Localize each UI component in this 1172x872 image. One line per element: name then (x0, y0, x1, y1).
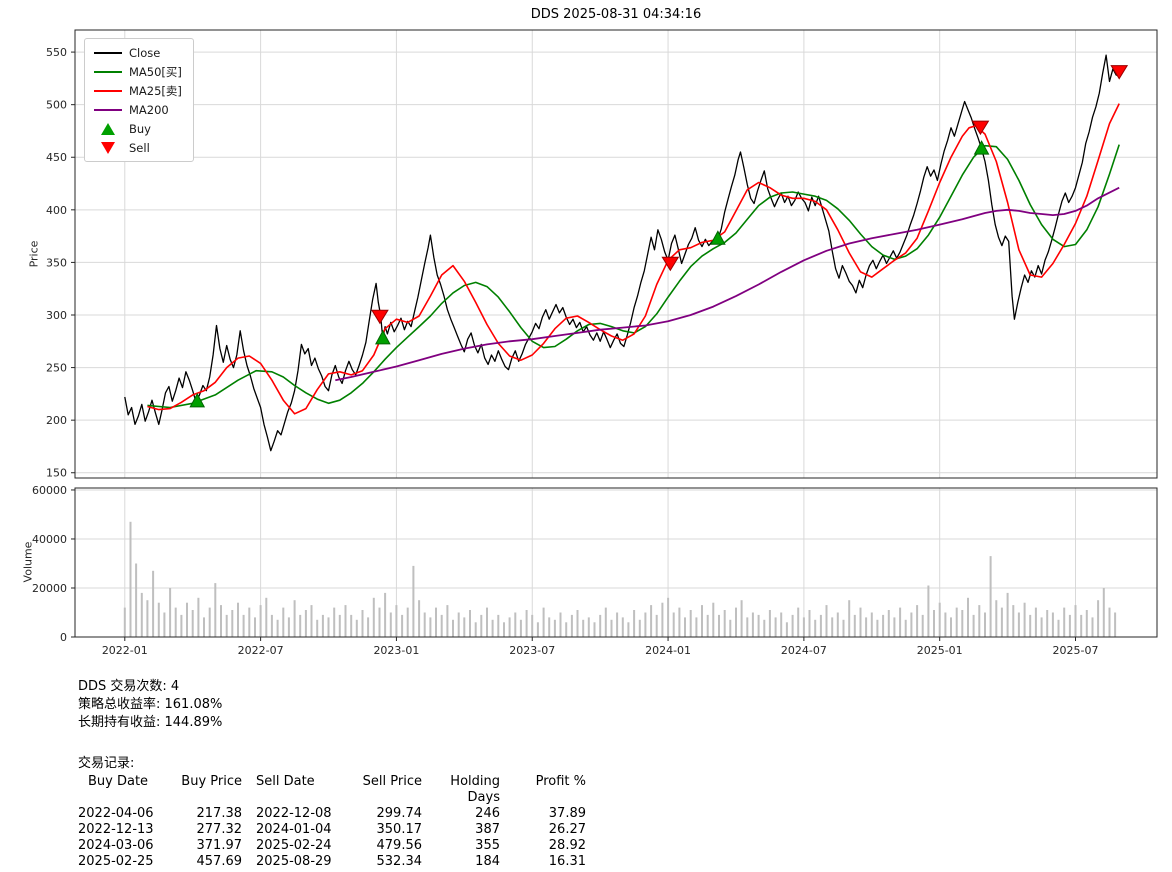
stats-block: DDS 交易次数: 4 策略总收益率: 161.08% 长期持有收益: 144.… (78, 678, 222, 732)
trade-cell: 277.32 (196, 822, 243, 837)
stat-hold-return: 长期持有收益: 144.89% (78, 715, 223, 730)
buy-marker (710, 230, 726, 245)
trade-cell: 37.89 (548, 806, 586, 821)
trade-col-header: Buy Price (181, 774, 242, 789)
trade-col-header: Sell Price (362, 774, 422, 789)
chart-title: DDS 2025-08-31 04:34:16 (530, 7, 702, 22)
legend: Close MA50[买] MA25[卖] MA200 Buy Sell (84, 38, 194, 162)
trade-cell: 299.74 (376, 806, 423, 821)
trade-col-header: Profit % (535, 774, 586, 789)
trade-cell: 371.97 (196, 838, 243, 853)
sell-marker (1110, 65, 1129, 80)
price-tick-label: 300 (46, 309, 67, 322)
price-tick-label: 150 (46, 467, 67, 480)
gridlines (75, 30, 1157, 638)
trade-cell: 2025-02-24 (256, 838, 332, 853)
volume-tick-label: 0 (60, 631, 67, 644)
trade-cell: 2025-02-25 (78, 854, 154, 869)
sell-marker-icon (94, 141, 122, 154)
trade-cell: 2024-01-04 (256, 822, 332, 837)
sell-marker (661, 256, 680, 272)
stat-trade-count: DDS 交易次数: 4 (78, 679, 180, 694)
legend-item-ma50: MA50[买] (94, 64, 182, 79)
sell-marker (371, 309, 389, 325)
stat-strategy-return: 策略总收益率: 161.08% (78, 697, 223, 712)
trade-cell: 2022-12-13 (78, 822, 154, 837)
date-tick-label: 2024-01 (645, 644, 691, 657)
axes: 150 200 250 300 350 400 450 500 550 0 20000 40000 60… (32, 29, 1158, 657)
date-tick-label: 2025-07 (1053, 644, 1099, 657)
date-tick-label: 2022-01 (102, 644, 148, 657)
volume-tick-label: 20000 (32, 582, 67, 595)
ma50-line (147, 144, 1120, 409)
date-tick-label: 2025-01 (917, 644, 963, 657)
volume-axis-label: Volume (21, 541, 35, 583)
legend-label-sell: Sell (129, 140, 150, 155)
price-tick-label: 200 (46, 414, 67, 427)
ma200-line-swatch (94, 108, 122, 111)
price-tick-label: 400 (46, 204, 67, 217)
ma25-line-swatch (94, 89, 122, 92)
price-volume-chart: 150 200 250 300 350 400 450 500 550 0 20000 40000 60… (32, 29, 1158, 657)
trade-cell: 2022-12-08 (256, 806, 332, 821)
trade-cell: 355 (475, 838, 500, 853)
trade-cell: 350.17 (376, 822, 423, 837)
legend-label-buy: Buy (129, 121, 151, 136)
price-tick-label: 500 (46, 99, 67, 112)
buy-marker-icon (94, 122, 122, 135)
buy-marker (375, 329, 391, 345)
buy-marker (189, 392, 206, 408)
trade-cell: 479.56 (376, 838, 423, 853)
trade-cell: 532.34 (376, 854, 423, 869)
trade-col-header: Sell Date (256, 774, 315, 789)
price-tick-label: 450 (46, 151, 67, 164)
date-tick-label: 2022-07 (238, 644, 284, 657)
trade-cell: 2024-03-06 (78, 838, 154, 853)
trade-col-header: Buy Date (88, 774, 149, 789)
trade-cell: 2022-04-06 (78, 806, 154, 821)
ma200-line (335, 186, 1120, 382)
legend-item-ma200: MA200 (94, 102, 182, 117)
legend-label-close: Close (129, 45, 161, 60)
legend-item-ma25: MA25[卖] (94, 83, 182, 98)
close-line (124, 54, 1120, 452)
trade-records-table: Buy Date Buy Price Sell Date Sell Price Hold… (78, 774, 586, 870)
trade-cell: 184 (475, 854, 500, 869)
date-tick-label: 2024-07 (781, 644, 827, 657)
legend-label-ma200: MA200 (129, 102, 169, 117)
trade-records: 交易记录: Buy Date Buy Price Sell Date Sell Pri… (78, 752, 586, 870)
trade-cell: 2025-08-29 (256, 854, 332, 869)
legend-item-close: Close (94, 45, 182, 60)
legend-item-sell: Sell (94, 140, 182, 155)
buy-marker (973, 140, 990, 155)
legend-label-ma25: MA25[卖] (129, 83, 182, 98)
price-tick-label: 250 (46, 362, 67, 375)
ma50-line-swatch (94, 70, 122, 73)
trade-cell: 457.69 (196, 854, 243, 869)
price-axis-label: Price (27, 240, 41, 268)
close-line-swatch (94, 51, 122, 54)
volume-tick-label: 60000 (32, 484, 67, 497)
legend-label-ma50: MA50[买] (129, 64, 182, 79)
trade-cell: 387 (475, 822, 500, 837)
trade-cell: 26.27 (548, 822, 586, 837)
trade-markers (189, 65, 1129, 408)
price-tick-label: 550 (46, 46, 67, 59)
date-tick-label: 2023-07 (509, 644, 555, 657)
volume-bars (123, 521, 1117, 637)
trade-records-title: 交易记录: (78, 756, 135, 771)
trade-cell: 28.92 (548, 838, 586, 853)
volume-tick-label: 40000 (32, 533, 67, 546)
date-tick-label: 2023-01 (373, 644, 419, 657)
trade-cell: 246 (475, 806, 500, 821)
sell-marker (971, 120, 990, 136)
trade-cell: 217.38 (196, 806, 243, 821)
ma25-line (147, 103, 1120, 415)
trade-col-header: Holding Days (450, 774, 500, 805)
legend-item-buy: Buy (94, 121, 182, 136)
price-lines (124, 54, 1120, 452)
trade-cell: 16.31 (548, 854, 586, 869)
price-tick-label: 350 (46, 256, 67, 269)
